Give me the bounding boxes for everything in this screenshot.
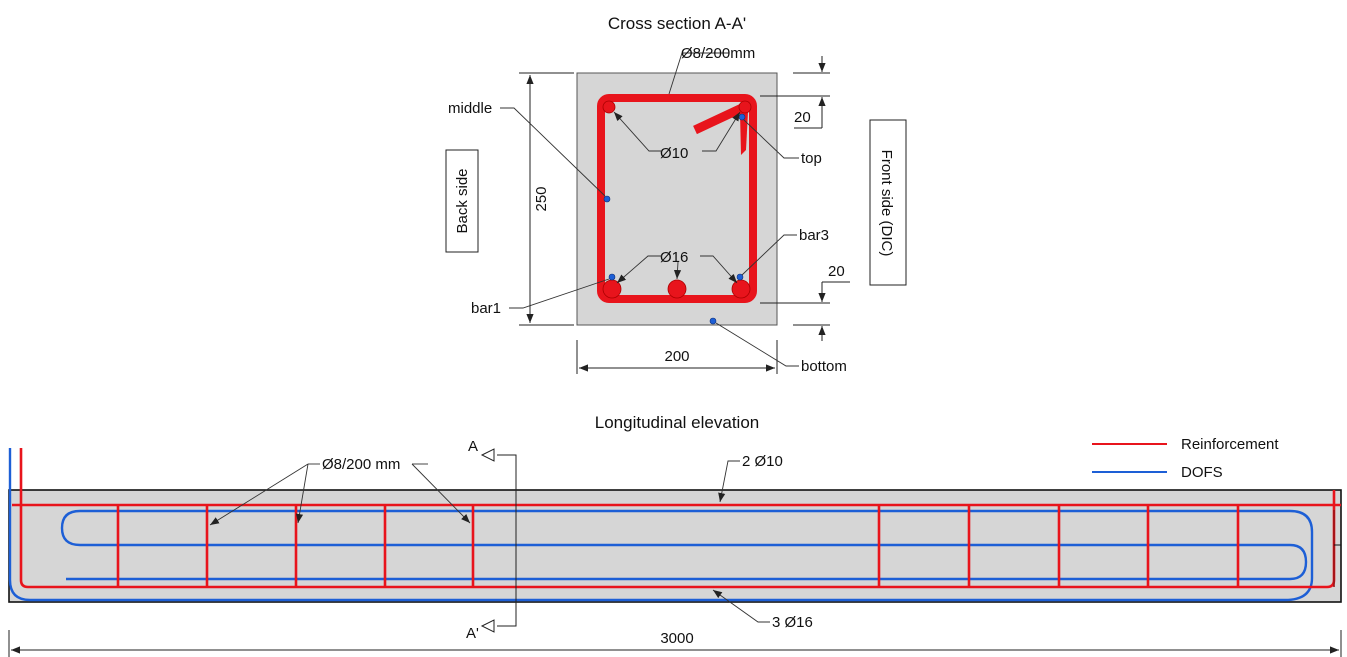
sensor-label-top: top [801, 150, 822, 167]
section-cut-arrow-bottom [480, 619, 495, 633]
bottom-bars-label: Ø16 [660, 249, 688, 266]
sensor-bottom [709, 317, 717, 325]
section-mark-top: A [468, 438, 478, 455]
elevation-title: Longitudinal elevation [595, 413, 759, 432]
dim-bottom-cover: 20 [828, 263, 845, 280]
sensor-bar1 [608, 273, 616, 281]
bottom-bar-2 [667, 279, 687, 299]
top-rebar-label: 2 Ø10 [742, 453, 783, 470]
sensor-label-bottom: bottom [801, 358, 847, 375]
top-bars-label: Ø10 [660, 145, 688, 162]
elevation: Longitudinal elevation Ø8/200 mm [8, 413, 1342, 657]
stirrup-hook [693, 103, 744, 135]
elevation-stirrups [116, 505, 1240, 587]
dim-width: 200 [664, 348, 689, 365]
sensor-label-bar1: bar1 [471, 300, 501, 317]
sensor-bar3 [736, 273, 744, 281]
cross-section-title: Cross section A-A' [608, 14, 746, 33]
top-bar-left [602, 100, 616, 114]
sensor-top [738, 113, 746, 121]
front-side-box [869, 119, 907, 286]
dim-length: 3000 [660, 630, 693, 647]
sensor-label-middle: middle [448, 100, 492, 117]
sensor-middle [603, 195, 611, 203]
stirrup-hook-end [740, 112, 748, 155]
bottom-bar-3 [731, 279, 751, 299]
section-cut-arrow-top [480, 448, 495, 462]
legend-label-reinforcement: Reinforcement [1181, 436, 1279, 453]
section-stirrup [597, 94, 757, 303]
section-mark-bottom: A' [466, 625, 479, 642]
legend: Reinforcement DOFS [1092, 436, 1279, 481]
sensor-label-bar3: bar3 [799, 227, 829, 244]
front-side-label: Front side (DIC) [878, 150, 895, 257]
bottom-rebar-label: 3 Ø16 [772, 614, 813, 631]
dim-height: 250 [533, 186, 550, 211]
legend-label-dofs: DOFS [1181, 464, 1223, 481]
cross-section: Cross section A-A' Ø8/200mm Ø10 Ø16 [445, 14, 907, 375]
dim-top-cover: 20 [794, 109, 811, 126]
section-cut-line [497, 454, 517, 627]
back-side-label: Back side [454, 168, 471, 233]
bottom-bar-1 [602, 279, 622, 299]
dofs-fiber [8, 448, 1314, 602]
elevation-stirrup-label: Ø8/200 mm [322, 456, 400, 473]
top-bar-right [738, 100, 752, 114]
section-stirrup-label: Ø8/200mm [681, 45, 755, 62]
back-side-box [445, 149, 479, 253]
